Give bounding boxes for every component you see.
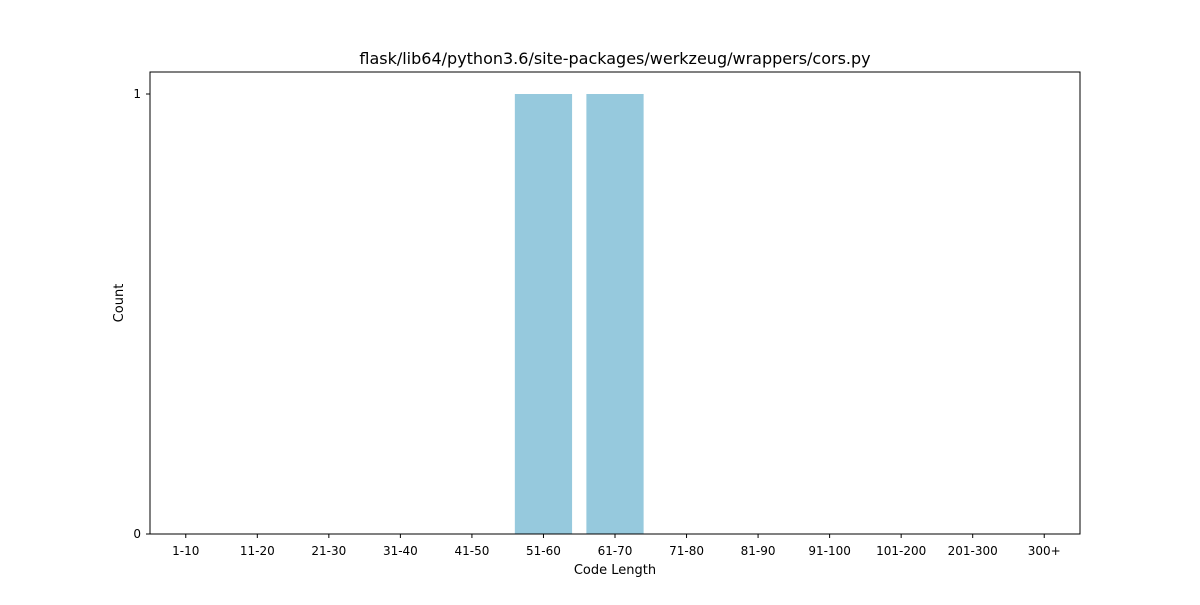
x-tick-label: 61-70 (598, 544, 633, 558)
x-tick-label: 91-100 (808, 544, 851, 558)
x-tick-label: 1-10 (172, 544, 199, 558)
x-tick-label: 31-40 (383, 544, 418, 558)
x-tick-label: 21-30 (311, 544, 346, 558)
y-tick-label: 1 (133, 87, 141, 101)
bar-51-60 (514, 94, 573, 534)
x-tick-label: 81-90 (741, 544, 776, 558)
y-axis: 01 (133, 87, 150, 541)
chart-title: flask/lib64/python3.6/site-packages/werk… (359, 49, 870, 68)
bar-61-70 (586, 94, 644, 534)
x-tick-label: 41-50 (454, 544, 489, 558)
x-tick-label: 201-300 (948, 544, 998, 558)
x-tick-label: 11-20 (240, 544, 275, 558)
y-tick-label: 0 (133, 527, 141, 541)
x-tick-label: 71-80 (669, 544, 704, 558)
x-axis-label: Code Length (574, 563, 656, 578)
x-tick-label: 300+ (1028, 544, 1061, 558)
y-axis-label: Count (112, 284, 127, 323)
x-tick-label: 51-60 (526, 544, 561, 558)
x-axis: 1-10 11-20 21-30 31-40 41-50 51-60 61-70 71-80 8… (172, 534, 1061, 558)
bars-layer (514, 94, 644, 534)
x-tick-label: 101-200 (876, 544, 926, 558)
